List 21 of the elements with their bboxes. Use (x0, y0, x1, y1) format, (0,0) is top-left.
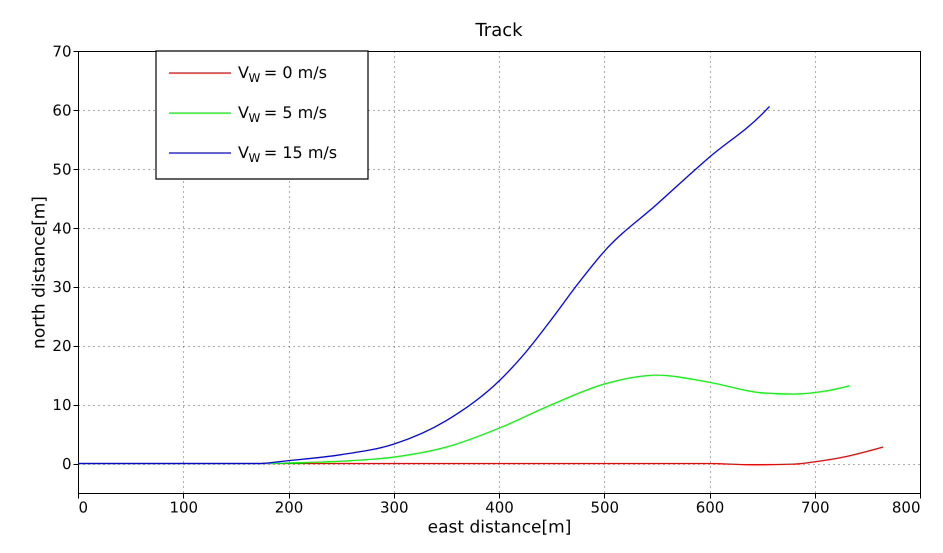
x-tick-label: 100 (169, 498, 198, 516)
y-tick-label: 30 (52, 278, 72, 296)
x-axis-title: east distance[m] (428, 518, 572, 538)
x-tick-label: 200 (274, 498, 304, 516)
y-axis-title: north distance[m] (29, 196, 50, 349)
x-tick-label: 0 (78, 498, 88, 516)
y-tick-label: 70 (52, 42, 72, 60)
y-tick-label: 20 (52, 337, 72, 356)
x-tick-label: 700 (800, 498, 830, 516)
x-tick-label: 800 (892, 498, 920, 516)
y-tick-label: 10 (52, 396, 72, 414)
chart-title: Track (474, 20, 524, 41)
x-tick-label: 500 (590, 498, 620, 516)
y-tick-label: 0 (62, 455, 72, 474)
y-tick-label: 40 (52, 219, 72, 238)
y-tick-label: 60 (52, 101, 72, 120)
x-tick-label: 400 (485, 498, 514, 516)
x-tick-label: 300 (380, 498, 409, 516)
y-tick-label: 50 (52, 160, 72, 178)
line-series (77, 106, 770, 464)
x-tick-label: 600 (696, 498, 724, 516)
